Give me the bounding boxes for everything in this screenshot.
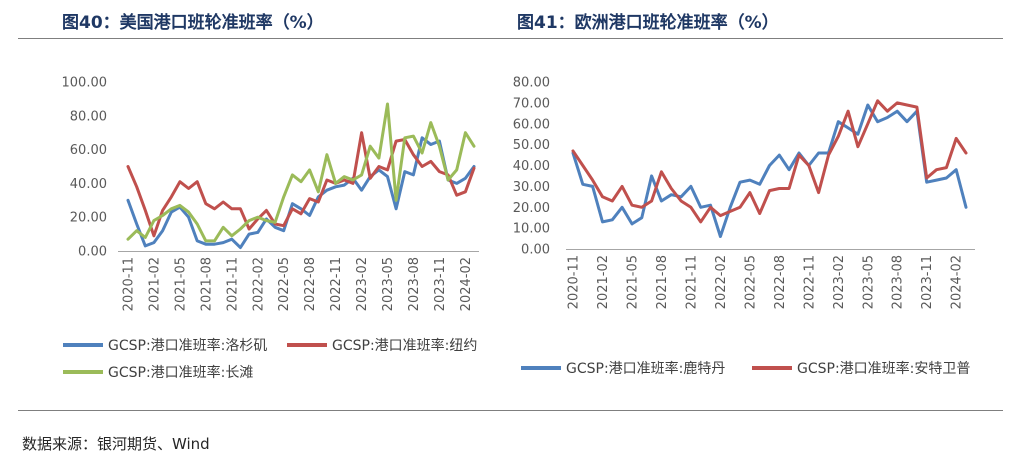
legend-label: GCSP:港口准班率:鹿特丹 xyxy=(566,360,725,377)
y-tick-label: 40.00 xyxy=(513,159,550,174)
legend-item: GCSP:港口准班率:安特卫普 xyxy=(752,360,970,377)
legend-label: GCSP:港口准班率:洛杉矶 xyxy=(108,337,267,354)
x-tick-label: 2021-08 xyxy=(199,257,214,311)
y-tick-label: 80.00 xyxy=(70,109,107,124)
legend-label: GCSP:港口准班率:长滩 xyxy=(108,364,253,381)
y-tick-label: 70.00 xyxy=(513,96,550,111)
x-tick-label: 2020-11 xyxy=(122,257,137,311)
x-tick-label: 2024-02 xyxy=(950,255,965,309)
y-tick-label: 100.00 xyxy=(62,76,108,91)
series-line-1 xyxy=(126,136,476,250)
x-tick-label: 2020-11 xyxy=(567,255,582,309)
x-tick-label: 2023-02 xyxy=(355,257,370,311)
legend-label: GCSP:港口准班率:安特卫普 xyxy=(797,360,970,377)
chart-europe-ports: 0.00 10.00 20.00 30.00 40.00 50.00 60.00 70.00 8… xyxy=(513,76,975,377)
series-line-3 xyxy=(126,102,476,243)
x-tick-label: 2022-02 xyxy=(714,255,729,309)
x-tick-label: 2022-05 xyxy=(743,255,758,309)
series-line-2 xyxy=(571,99,968,224)
x-tick-label: 2023-05 xyxy=(381,257,396,311)
y-tick-label: 60.00 xyxy=(513,117,550,132)
legend-item: GCSP:港口准班率:洛杉矶 xyxy=(63,337,267,354)
data-source-note: 数据来源：银河期货、Wind xyxy=(22,435,210,453)
y-tick-label: 0.00 xyxy=(78,245,107,260)
x-tick-label: 2023-11 xyxy=(433,257,448,311)
chart-us-ports: 0.00 20.00 40.00 60.00 80.00 100.00 2020-11 202… xyxy=(62,76,479,381)
footer-divider xyxy=(18,410,1003,411)
x-tick-label: 2023-08 xyxy=(891,255,906,309)
x-tick-label: 2022-08 xyxy=(773,255,788,309)
series-line-1 xyxy=(571,103,968,238)
x-tick-label: 2021-08 xyxy=(655,255,670,309)
y-tick-label: 10.00 xyxy=(513,222,550,237)
x-tick-label: 2021-11 xyxy=(225,257,240,311)
legend-item: GCSP:港口准班率:纽约 xyxy=(287,337,477,354)
legend-item: GCSP:港口准班率:长滩 xyxy=(63,364,253,381)
x-tick-label: 2023-11 xyxy=(920,255,935,309)
y-tick-label: 80.00 xyxy=(513,76,550,91)
x-tick-label: 2021-05 xyxy=(626,255,641,309)
y-tick-label: 40.00 xyxy=(70,177,107,192)
series-line-2 xyxy=(126,131,476,238)
y-tick-label: 50.00 xyxy=(513,138,550,153)
x-tick-label: 2023-05 xyxy=(861,255,876,309)
header-divider xyxy=(18,38,1003,39)
x-tick-label: 2021-11 xyxy=(684,255,699,309)
x-tick-label: 2022-05 xyxy=(277,257,292,311)
y-tick-label: 20.00 xyxy=(70,211,107,226)
x-tick-label: 2022-08 xyxy=(303,257,318,311)
y-tick-label: 30.00 xyxy=(513,180,550,195)
x-tick-label: 2022-11 xyxy=(802,255,817,309)
legend-label: GCSP:港口准班率:纽约 xyxy=(332,337,477,354)
x-tick-label: 2023-08 xyxy=(407,257,422,311)
legend-item: GCSP:港口准班率:鹿特丹 xyxy=(521,360,725,377)
y-tick-label: 20.00 xyxy=(513,201,550,216)
x-tick-label: 2021-02 xyxy=(596,255,611,309)
x-tick-label: 2023-02 xyxy=(832,255,847,309)
x-tick-label: 2022-02 xyxy=(251,257,266,311)
x-tick-label: 2024-02 xyxy=(459,257,474,311)
chart-title-europe-ports: 图41：欧洲港口班轮准班率（%） xyxy=(517,13,779,33)
y-tick-label: 0.00 xyxy=(521,243,550,258)
x-tick-label: 2021-05 xyxy=(173,257,188,311)
y-tick-label: 60.00 xyxy=(70,143,107,158)
chart-title-us-ports: 图40：美国港口班轮准班率（%） xyxy=(62,13,324,33)
x-tick-label: 2021-02 xyxy=(147,257,162,311)
x-tick-label: 2022-11 xyxy=(329,257,344,311)
